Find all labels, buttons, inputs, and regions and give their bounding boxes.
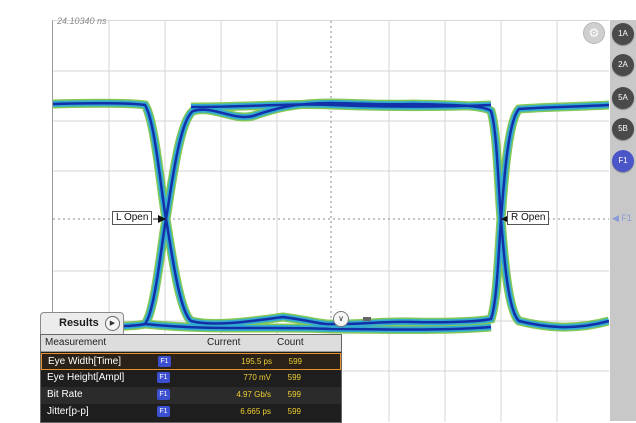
- count-value: 599: [287, 407, 301, 416]
- table-row[interactable]: Eye Height[Ampl] F1 770 mV 599: [41, 370, 341, 387]
- play-icon[interactable]: ▶: [105, 316, 120, 331]
- eye-diagram-canvas: [53, 21, 609, 422]
- column-header-current[interactable]: Current: [207, 337, 241, 348]
- table-row[interactable]: Eye Width[Time] F1 195.5 ps 599: [41, 353, 341, 370]
- results-tab-label: Results: [59, 317, 99, 329]
- channel-button-1a[interactable]: 1A: [612, 23, 634, 45]
- source-badge: F1: [157, 389, 170, 400]
- measurement-name: Eye Width[Time]: [48, 356, 121, 367]
- results-tab[interactable]: Results ▶: [40, 312, 124, 335]
- chevron-down-icon[interactable]: ∨: [333, 311, 349, 327]
- center-axes: [53, 21, 609, 422]
- current-value: 770 mV: [243, 373, 271, 382]
- current-value: 195.5 ps: [241, 357, 272, 366]
- count-value: 599: [287, 390, 301, 399]
- channel-button-5a[interactable]: 5A: [612, 87, 634, 109]
- minimize-handle[interactable]: [363, 317, 371, 321]
- source-badge: F1: [158, 356, 171, 367]
- count-value: 599: [288, 357, 302, 366]
- right-open-label: R Open: [507, 211, 550, 225]
- time-readout: 24.10340 ns: [57, 16, 107, 26]
- results-table-header: Measurement Current Count: [41, 335, 341, 352]
- channel-button-5b[interactable]: 5B: [612, 118, 634, 140]
- left-open-label: L Open: [112, 211, 153, 225]
- table-row[interactable]: Jitter[p-p] F1 6.665 ps 599: [41, 404, 341, 421]
- count-value: 599: [287, 373, 301, 382]
- measurement-name: Eye Height[Ampl]: [47, 372, 125, 383]
- measurement-name: Bit Rate: [47, 389, 83, 400]
- table-row[interactable]: Bit Rate F1 4.97 Gb/s 599: [41, 387, 341, 404]
- current-value: 4.97 Gb/s: [236, 390, 271, 399]
- measurement-name: Jitter[p-p]: [47, 406, 89, 417]
- channel-button-2a[interactable]: 2A: [612, 54, 634, 76]
- column-header-count[interactable]: Count: [277, 337, 304, 348]
- eye-traces: [53, 98, 609, 334]
- source-badge: F1: [157, 406, 170, 417]
- wrench-icon[interactable]: ⚙: [583, 22, 605, 44]
- channel-button-f1[interactable]: F1: [612, 150, 634, 172]
- f1-reference-marker: ◀ F1: [612, 213, 632, 223]
- column-header-measurement[interactable]: Measurement: [45, 337, 107, 348]
- results-panel: Measurement Current Count Eye Width[Time…: [40, 334, 342, 423]
- channel-panel: 1A 2A 5A 5B F1: [610, 20, 636, 421]
- current-value: 6.665 ps: [240, 407, 271, 416]
- source-badge: F1: [157, 372, 170, 383]
